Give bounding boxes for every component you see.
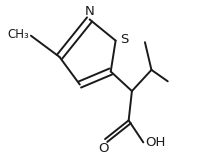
Text: S: S [120, 33, 128, 46]
Text: O: O [98, 142, 109, 155]
Text: N: N [85, 5, 94, 18]
Text: CH₃: CH₃ [8, 28, 29, 41]
Text: OH: OH [145, 136, 165, 149]
